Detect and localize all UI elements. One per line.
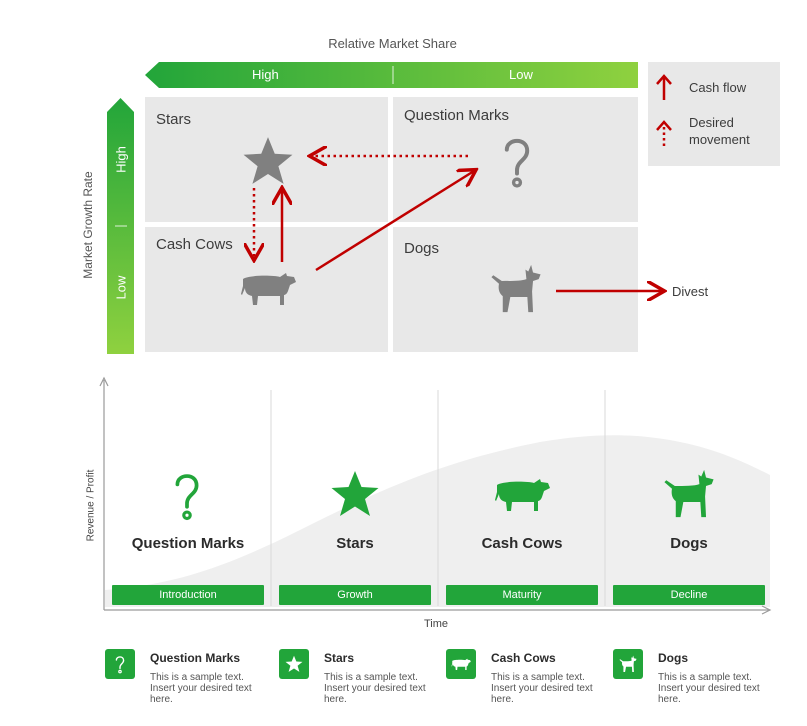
label-question-marks: Question Marks: [404, 107, 510, 124]
cow-icon: [451, 658, 471, 670]
footer-question-mark-badge: [105, 649, 135, 679]
stage-title-stars: Stars: [336, 535, 374, 552]
star-icon: [331, 471, 379, 516]
stage-title-question-marks: Question Marks: [131, 535, 245, 552]
legend-arrows: [656, 74, 672, 146]
footer-text-dogs: This is a sample text. Insert your desir…: [658, 672, 760, 705]
market-growth-band: [107, 98, 134, 354]
question-mark-icon: [175, 474, 199, 521]
label-cash-cows: Cash Cows: [156, 236, 233, 253]
dog-icon: [619, 655, 637, 673]
lifecycle-x-axis-title: Time: [424, 618, 449, 630]
stage-title-cash-cows: Cash Cows: [481, 535, 563, 552]
footer-title-question-marks: Question Marks: [150, 651, 241, 665]
footer-text-cash-cows: This is a sample text. Insert your desir…: [491, 672, 593, 705]
phase-decline: Decline: [613, 585, 765, 605]
phase-introduction: Introduction: [112, 585, 264, 605]
footer-cow-badge: [446, 649, 476, 679]
divest-label: Divest: [672, 284, 709, 299]
matrix-arrows: [0, 0, 807, 360]
footer-star-badge: [279, 649, 309, 679]
lifecycle-y-axis-title: Revenue / Profit: [85, 469, 97, 542]
phase-growth: Growth: [279, 585, 431, 605]
relative-market-share-band: [145, 62, 638, 88]
footer-text-question-marks: This is a sample text. Insert your desir…: [150, 672, 252, 705]
question-mark-icon: [115, 656, 125, 674]
footer-title-cash-cows: Cash Cows: [491, 651, 556, 665]
footer-title-stars: Stars: [324, 651, 355, 665]
legend-desired-movement: Desired movement: [689, 115, 750, 147]
label-stars: Stars: [156, 111, 192, 128]
stage-title-dogs: Dogs: [670, 535, 708, 552]
legend-cash-flow: Cash flow: [689, 80, 747, 95]
lifecycle-chart: [99, 376, 772, 615]
footer-title-dogs: Dogs: [658, 651, 688, 665]
x-axis-title: Relative Market Share: [328, 36, 457, 51]
footer-dog-badge: [613, 649, 643, 679]
x-high-label: High: [252, 67, 279, 82]
cash-flow-cows-to-qm: [315, 171, 474, 272]
footer-text-stars: This is a sample text. Insert your desir…: [324, 672, 426, 705]
phase-maturity: Maturity: [446, 585, 598, 605]
legend-box: [648, 62, 780, 166]
label-dogs: Dogs: [404, 240, 440, 257]
x-low-label: Low: [509, 67, 533, 82]
star-icon: [285, 655, 303, 672]
cow-icon: [495, 479, 550, 511]
quadrant-question-marks: [393, 97, 638, 222]
dog-icon: [664, 469, 714, 518]
